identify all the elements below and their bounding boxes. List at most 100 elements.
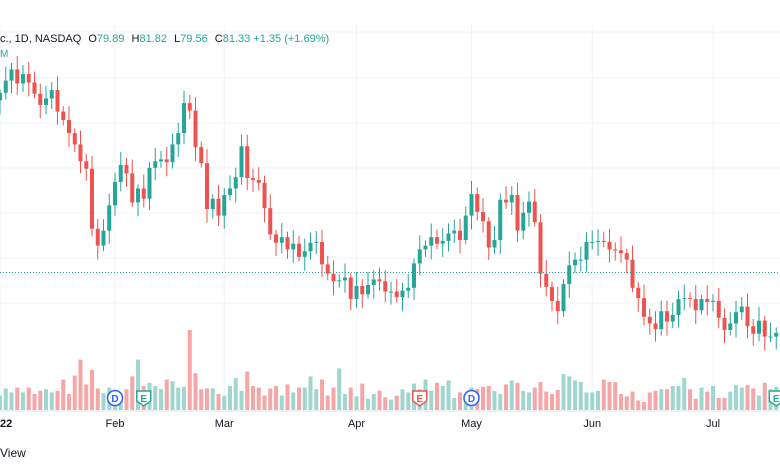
candle-body bbox=[601, 240, 606, 242]
volume-bar bbox=[429, 390, 434, 410]
candle bbox=[601, 231, 606, 248]
volume-bar bbox=[101, 393, 106, 410]
volume-bar bbox=[670, 386, 675, 410]
candle-body bbox=[734, 312, 738, 324]
volume-bar bbox=[682, 378, 687, 410]
earnings-marker[interactable]: E bbox=[136, 390, 152, 407]
candle-body bbox=[348, 277, 353, 300]
dividend-marker[interactable]: D bbox=[463, 389, 480, 407]
volume-bar bbox=[693, 398, 698, 410]
candle-body bbox=[762, 320, 767, 337]
candle bbox=[274, 229, 278, 256]
dividend-badge bbox=[106, 389, 124, 407]
volume-bar bbox=[607, 382, 612, 410]
candle bbox=[262, 175, 267, 223]
candle bbox=[141, 174, 146, 208]
candle bbox=[124, 158, 129, 187]
volume-bar bbox=[676, 386, 681, 410]
dividend-badge bbox=[463, 389, 480, 407]
candle-body bbox=[360, 285, 365, 295]
candle bbox=[728, 311, 733, 336]
dividend-marker[interactable]: D bbox=[106, 389, 124, 407]
candle bbox=[498, 193, 503, 255]
volume-bar bbox=[84, 384, 89, 410]
volume-bar bbox=[67, 394, 71, 410]
candle bbox=[159, 150, 163, 168]
volume-bar bbox=[55, 390, 60, 410]
candle-body bbox=[423, 245, 428, 250]
candle bbox=[136, 184, 140, 217]
candle bbox=[394, 278, 399, 303]
event-label: E bbox=[416, 394, 423, 405]
candle-body bbox=[337, 280, 342, 282]
candle bbox=[745, 293, 750, 339]
candle-body bbox=[21, 74, 25, 84]
candle bbox=[567, 251, 572, 299]
ohlc-legend: c., 1D, NASDAQ O79.89 H81.82 L79.56 C81.… bbox=[0, 33, 329, 47]
candle-body bbox=[193, 110, 198, 148]
candle-body bbox=[9, 69, 14, 81]
candle-body bbox=[314, 241, 319, 243]
candlesticks bbox=[0, 56, 779, 351]
volume-bar bbox=[446, 380, 451, 410]
candle-body bbox=[728, 323, 733, 330]
candle bbox=[113, 172, 117, 216]
candle bbox=[348, 273, 353, 311]
volume-bar bbox=[665, 389, 669, 410]
brand-footer[interactable]: View bbox=[0, 446, 26, 460]
candle bbox=[95, 218, 100, 260]
candle-body bbox=[325, 264, 330, 274]
candle-body bbox=[222, 195, 227, 216]
candle bbox=[389, 281, 393, 305]
candle-body bbox=[262, 182, 267, 209]
volume-bar bbox=[555, 390, 560, 410]
candle bbox=[291, 230, 296, 263]
candle-body bbox=[693, 299, 698, 311]
candle bbox=[762, 315, 767, 351]
volume-bar bbox=[435, 382, 439, 410]
candle-body bbox=[210, 198, 215, 210]
candle bbox=[193, 97, 198, 162]
candle bbox=[360, 279, 365, 309]
candle bbox=[538, 214, 543, 288]
candle bbox=[469, 180, 474, 230]
volume-bar bbox=[584, 392, 589, 410]
volume-bar bbox=[251, 386, 255, 410]
candle bbox=[268, 194, 273, 240]
candle bbox=[446, 223, 451, 252]
earnings-marker[interactable]: E bbox=[412, 390, 428, 407]
candle bbox=[101, 219, 106, 252]
candle-body bbox=[297, 243, 301, 257]
candle-body bbox=[613, 249, 618, 251]
candle-body bbox=[268, 208, 273, 235]
symbol-info: c., 1D, NASDAQ bbox=[0, 33, 82, 45]
candle bbox=[647, 308, 652, 335]
candle bbox=[682, 284, 687, 311]
candle-body bbox=[653, 323, 658, 330]
candle bbox=[458, 218, 462, 254]
volume-bar bbox=[136, 359, 140, 410]
candle-body bbox=[32, 82, 37, 94]
volume-bar bbox=[176, 387, 181, 410]
candle-body bbox=[389, 291, 393, 293]
candle-body bbox=[527, 201, 531, 213]
volume-bar bbox=[619, 394, 623, 410]
candle-body bbox=[630, 259, 635, 288]
volume-bar bbox=[544, 391, 549, 410]
volume-label: M bbox=[0, 49, 9, 60]
candle bbox=[245, 134, 250, 191]
candle bbox=[670, 302, 675, 329]
volume-bar bbox=[728, 391, 733, 410]
candle bbox=[90, 155, 94, 237]
candle bbox=[199, 141, 204, 168]
candle-body bbox=[509, 195, 514, 203]
candle-body bbox=[550, 286, 554, 301]
candle-body bbox=[463, 215, 468, 240]
candle bbox=[716, 287, 721, 329]
candle-body bbox=[538, 222, 543, 274]
volume-bar bbox=[38, 390, 43, 410]
candle-body bbox=[61, 111, 66, 120]
candle-body bbox=[308, 242, 313, 252]
